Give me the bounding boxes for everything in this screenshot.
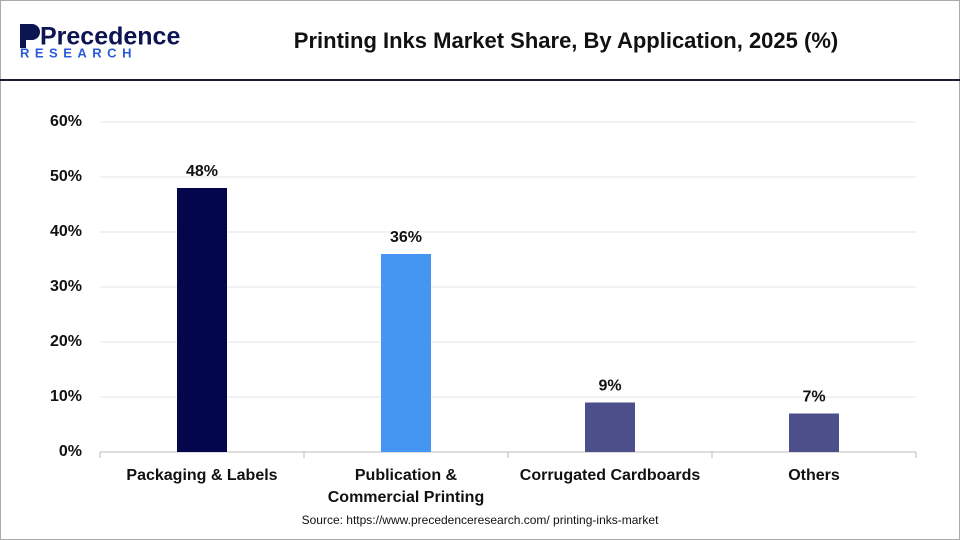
chart-title: Printing Inks Market Share, By Applicati… [294, 28, 838, 53]
bar [381, 254, 431, 452]
y-tick-label: 0% [59, 443, 82, 460]
y-tick-label: 60% [50, 113, 82, 130]
bar [585, 402, 635, 452]
value-label: 48% [186, 163, 218, 180]
x-tick-label: Publication & Commercial Printing [327, 467, 485, 506]
logo-name: Precedence [40, 23, 180, 51]
x-tick-label: Corrugated Cardboards [519, 467, 701, 484]
logo-sub: RESEARCH [20, 45, 137, 60]
value-label: 9% [598, 378, 621, 395]
y-tick-label: 10% [50, 388, 82, 405]
value-label: 7% [802, 389, 825, 406]
y-tick-label: 40% [50, 223, 82, 240]
y-tick-label: 50% [50, 168, 82, 185]
y-tick-label: 20% [50, 333, 82, 350]
y-tick-label: 30% [50, 278, 82, 295]
x-tick-label: Packaging & Labels [126, 467, 278, 484]
x-tick-label: Others [788, 467, 840, 484]
value-label: 36% [390, 229, 422, 246]
logo-icon [20, 24, 40, 48]
bar [177, 188, 227, 452]
source: Source: https://www.precedenceresearch.c… [302, 513, 659, 527]
bar [789, 413, 839, 452]
